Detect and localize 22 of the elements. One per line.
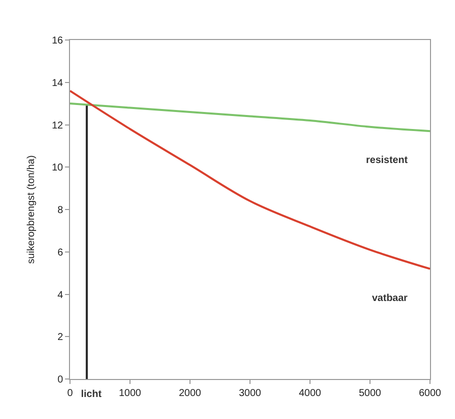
x-tick-label: 2000 <box>178 388 202 399</box>
x-tick-label: 0 <box>67 388 74 399</box>
y-tick-label: 2 <box>57 332 64 344</box>
x-tick-label: 3000 <box>238 388 262 399</box>
x-tick-label: 6000 <box>418 388 442 399</box>
series-label: licht <box>81 389 102 400</box>
x-tick-label: 4000 <box>298 388 322 399</box>
text: resistent <box>366 155 408 166</box>
y-tick-label: 4 <box>57 290 64 301</box>
y-tick-label: 8 <box>57 205 64 216</box>
y-tick-label: 6 <box>57 247 64 258</box>
y-tick-label: 12 <box>52 120 64 132</box>
x-tick-label: 5000 <box>358 388 382 399</box>
y-axis-title: suikeropbrengst (ton/ha) <box>26 155 37 264</box>
line-series <box>70 102 430 132</box>
x-tick-label: 1000 <box>118 388 142 399</box>
y-tick-label: 0 <box>57 374 64 386</box>
y-tick-label: 16 <box>52 36 64 46</box>
text: vatbaar <box>372 293 408 304</box>
y-tick-label: 10 <box>52 162 64 174</box>
line-series <box>70 90 430 270</box>
y-tick-label: 14 <box>52 78 64 89</box>
